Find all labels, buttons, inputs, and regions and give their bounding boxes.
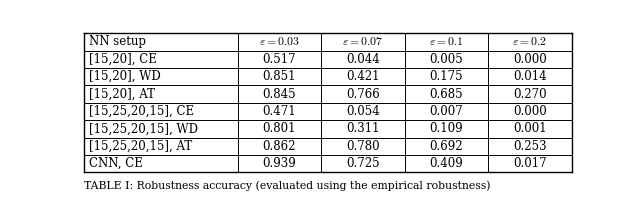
Text: 0.005: 0.005 xyxy=(429,53,463,66)
Text: 0.409: 0.409 xyxy=(429,157,463,170)
Text: 0.766: 0.766 xyxy=(346,88,380,101)
Text: 0.007: 0.007 xyxy=(429,105,463,118)
Text: $\varepsilon = 0.2$: $\varepsilon = 0.2$ xyxy=(513,35,548,48)
Text: 0.311: 0.311 xyxy=(346,122,380,135)
Text: 0.801: 0.801 xyxy=(262,122,296,135)
Text: 0.017: 0.017 xyxy=(513,157,547,170)
Text: CNN, CE: CNN, CE xyxy=(89,157,143,170)
Text: $\varepsilon = 0.03$: $\varepsilon = 0.03$ xyxy=(259,35,300,48)
Text: TABLE I: Robustness accuracy (evaluated using the empirical robustness): TABLE I: Robustness accuracy (evaluated … xyxy=(84,180,490,191)
Text: 0.692: 0.692 xyxy=(429,140,463,153)
Text: 0.780: 0.780 xyxy=(346,140,380,153)
Text: [15,25,20,15], AT: [15,25,20,15], AT xyxy=(89,140,192,153)
Text: 0.851: 0.851 xyxy=(262,70,296,83)
Text: NN setup: NN setup xyxy=(89,35,146,48)
Text: 0.685: 0.685 xyxy=(429,88,463,101)
Text: 0.253: 0.253 xyxy=(513,140,547,153)
Text: 0.000: 0.000 xyxy=(513,105,547,118)
Text: 0.270: 0.270 xyxy=(513,88,547,101)
Text: 0.001: 0.001 xyxy=(513,122,547,135)
Text: 0.845: 0.845 xyxy=(262,88,296,101)
Text: 0.044: 0.044 xyxy=(346,53,380,66)
Text: 0.421: 0.421 xyxy=(346,70,380,83)
Text: 0.054: 0.054 xyxy=(346,105,380,118)
Text: 0.109: 0.109 xyxy=(429,122,463,135)
Text: 0.939: 0.939 xyxy=(262,157,296,170)
Text: $\varepsilon = 0.1$: $\varepsilon = 0.1$ xyxy=(429,35,464,48)
Text: [15,20], AT: [15,20], AT xyxy=(89,88,155,101)
Text: [15,25,20,15], WD: [15,25,20,15], WD xyxy=(89,122,198,135)
Text: 0.000: 0.000 xyxy=(513,53,547,66)
Text: 0.862: 0.862 xyxy=(262,140,296,153)
Text: 0.725: 0.725 xyxy=(346,157,380,170)
Text: 0.014: 0.014 xyxy=(513,70,547,83)
Text: [15,25,20,15], CE: [15,25,20,15], CE xyxy=(89,105,194,118)
Text: [15,20], CE: [15,20], CE xyxy=(89,53,157,66)
Text: 0.471: 0.471 xyxy=(262,105,296,118)
Text: $\varepsilon = 0.07$: $\varepsilon = 0.07$ xyxy=(342,35,383,48)
Text: 0.175: 0.175 xyxy=(429,70,463,83)
Text: [15,20], WD: [15,20], WD xyxy=(89,70,161,83)
Text: 0.517: 0.517 xyxy=(262,53,296,66)
